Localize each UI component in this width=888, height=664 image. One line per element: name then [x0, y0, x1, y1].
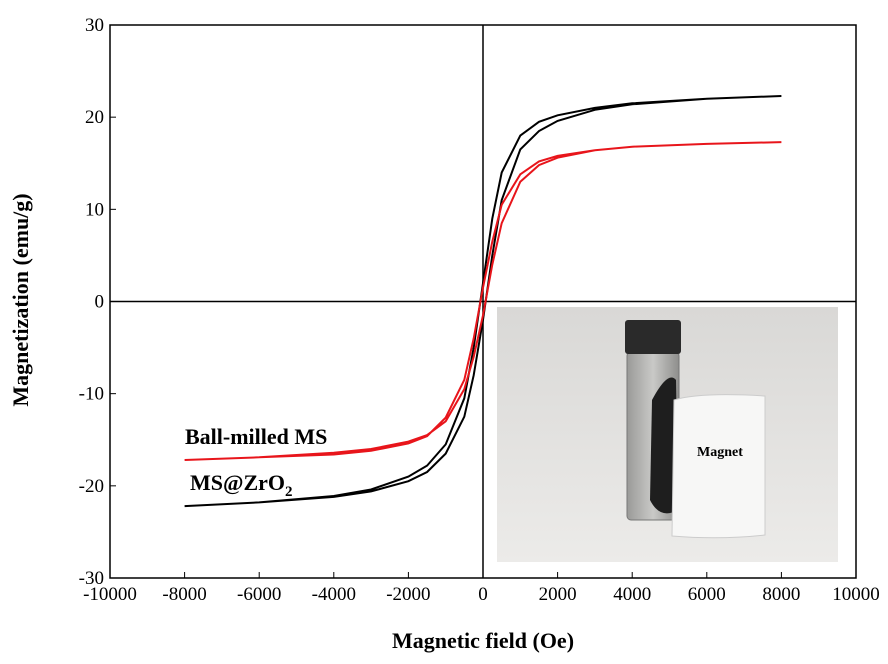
- x-tick-label: -2000: [386, 584, 430, 605]
- annotation-text: Ball-milled MS: [185, 424, 327, 449]
- x-axis-title: Magnetic field (Oe): [392, 628, 574, 653]
- y-axis-title: Magnetization (emu/g): [8, 193, 33, 406]
- inset-photo: Magnet: [497, 307, 838, 562]
- x-tick-label: 0: [478, 584, 488, 605]
- y-tick-label: 30: [85, 15, 104, 36]
- x-tick-label: -6000: [237, 584, 281, 605]
- x-tick-label: 4000: [613, 584, 651, 605]
- y-tick-label: -20: [79, 476, 104, 497]
- x-tick-label: -4000: [312, 584, 356, 605]
- x-tick-label: 6000: [688, 584, 726, 605]
- annotation: Ball-milled MS: [185, 424, 327, 449]
- x-tick-label: -8000: [162, 584, 206, 605]
- annotation-text: MS@ZrO: [190, 470, 285, 495]
- y-tick-label: 0: [95, 292, 105, 313]
- inset-label: Magnet: [697, 445, 743, 460]
- x-tick-label: 2000: [539, 584, 577, 605]
- x-tick-label: 10000: [832, 584, 880, 605]
- x-tick-label: 8000: [762, 584, 800, 605]
- y-tick-label: 20: [85, 107, 104, 128]
- y-tick-label: -30: [79, 568, 104, 589]
- annotation: MS@ZrO2: [190, 470, 293, 500]
- chart: Magnetic field (Oe) Magnetization (emu/g…: [0, 0, 888, 659]
- y-tick-label: -10: [79, 384, 104, 405]
- annotation-subscript: 2: [285, 484, 293, 500]
- y-tick-label: 10: [85, 199, 104, 220]
